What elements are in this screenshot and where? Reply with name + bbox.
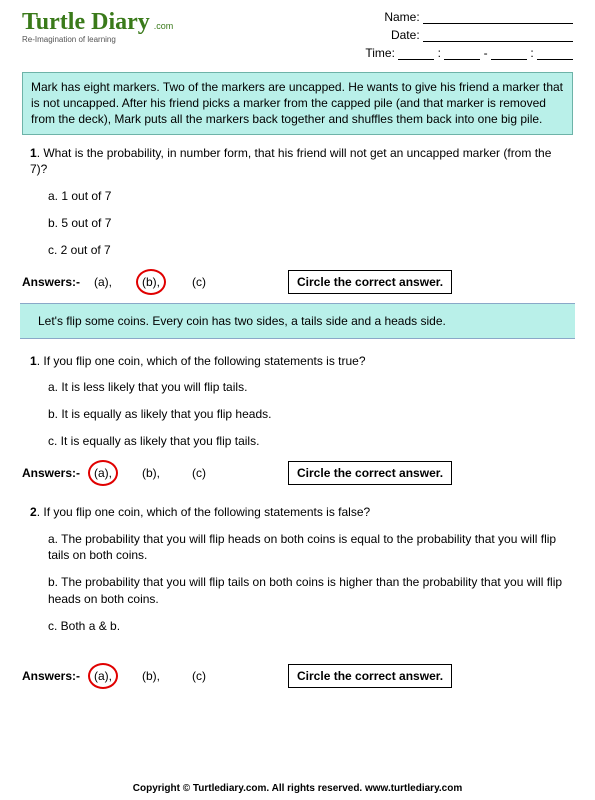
q1-ans-c: (c): [184, 269, 214, 295]
date-line: [423, 30, 573, 42]
question-3: 2. If you flip one coin, which of the fo…: [30, 504, 565, 635]
scenario-box-1: Mark has eight markers. Two of the marke…: [22, 72, 573, 135]
time-line-1: [398, 48, 434, 60]
scenario-box-2: Let's flip some coins. Every coin has tw…: [20, 303, 575, 339]
q1-option-a: a. 1 out of 7: [48, 188, 565, 205]
circle-instruction-3: Circle the correct answer.: [288, 664, 452, 688]
time-sep-1: :: [438, 46, 441, 60]
q1-option-b: b. 5 out of 7: [48, 215, 565, 232]
time-line-4: [537, 48, 573, 60]
time-label: Time:: [365, 46, 395, 60]
q2-ans-b: (b),: [136, 460, 166, 486]
q1-option-c: c. 2 out of 7: [48, 242, 565, 259]
q1-ans-a: (a),: [88, 269, 118, 295]
brand-tagline: Re-Imagination of learning: [22, 35, 202, 44]
q2-answer-row: Answers:- (a), (b), (c) Circle the corre…: [22, 460, 573, 486]
q3-option-c: c. Both a & b.: [48, 618, 565, 635]
time-line-2: [444, 48, 480, 60]
time-sep-2: -: [484, 46, 488, 60]
q3-option-b: b. The probability that you will flip ta…: [48, 574, 565, 608]
q2-text: . If you flip one coin, which of the fol…: [37, 354, 366, 368]
q3-text: . If you flip one coin, which of the fol…: [37, 505, 371, 519]
question-1: 1. What is the probability, in number fo…: [30, 145, 565, 259]
name-line: [423, 12, 573, 24]
brand-suffix: .com: [154, 21, 174, 31]
q1-num: 1: [30, 146, 37, 160]
name-label: Name:: [384, 10, 419, 24]
q2-option-b: b. It is equally as likely that you flip…: [48, 406, 565, 423]
q1-answer-row: Answers:- (a), (b), (c) Circle the corre…: [22, 269, 573, 295]
answers-label: Answers:-: [22, 275, 80, 289]
q1-ans-b: (b),: [136, 269, 166, 295]
circle-instruction-2: Circle the correct answer.: [288, 461, 452, 485]
logo: Turtle Diary .com Re-Imagination of learn…: [22, 10, 202, 64]
circle-instruction: Circle the correct answer.: [288, 270, 452, 294]
q2-option-c: c. It is equally as likely that you flip…: [48, 433, 565, 450]
time-sep-3: :: [530, 46, 533, 60]
q3-ans-c: (c): [184, 663, 214, 689]
q3-answer-row: Answers:- (a), (b), (c) Circle the corre…: [22, 663, 573, 689]
q2-ans-a: (a),: [88, 460, 118, 486]
time-line-3: [491, 48, 527, 60]
date-label: Date:: [391, 28, 420, 42]
q3-ans-b: (b),: [136, 663, 166, 689]
q2-option-a: a. It is less likely that you will flip …: [48, 379, 565, 396]
answers-label-3: Answers:-: [22, 669, 80, 683]
q3-num: 2: [30, 505, 37, 519]
question-2: 1. If you flip one coin, which of the fo…: [30, 353, 565, 450]
worksheet-header: Turtle Diary .com Re-Imagination of learn…: [22, 10, 573, 64]
q1-text: . What is the probability, in number for…: [30, 146, 551, 177]
q3-option-a: a. The probability that you will flip he…: [48, 531, 565, 565]
student-fields: Name: Date: Time: : - :: [365, 10, 573, 64]
q2-ans-c: (c): [184, 460, 214, 486]
q2-num: 1: [30, 354, 37, 368]
q3-ans-a: (a),: [88, 663, 118, 689]
brand-name: Turtle Diary: [22, 9, 150, 35]
copyright-footer: Copyright © Turtlediary.com. All rights …: [0, 783, 595, 794]
answers-label-2: Answers:-: [22, 466, 80, 480]
